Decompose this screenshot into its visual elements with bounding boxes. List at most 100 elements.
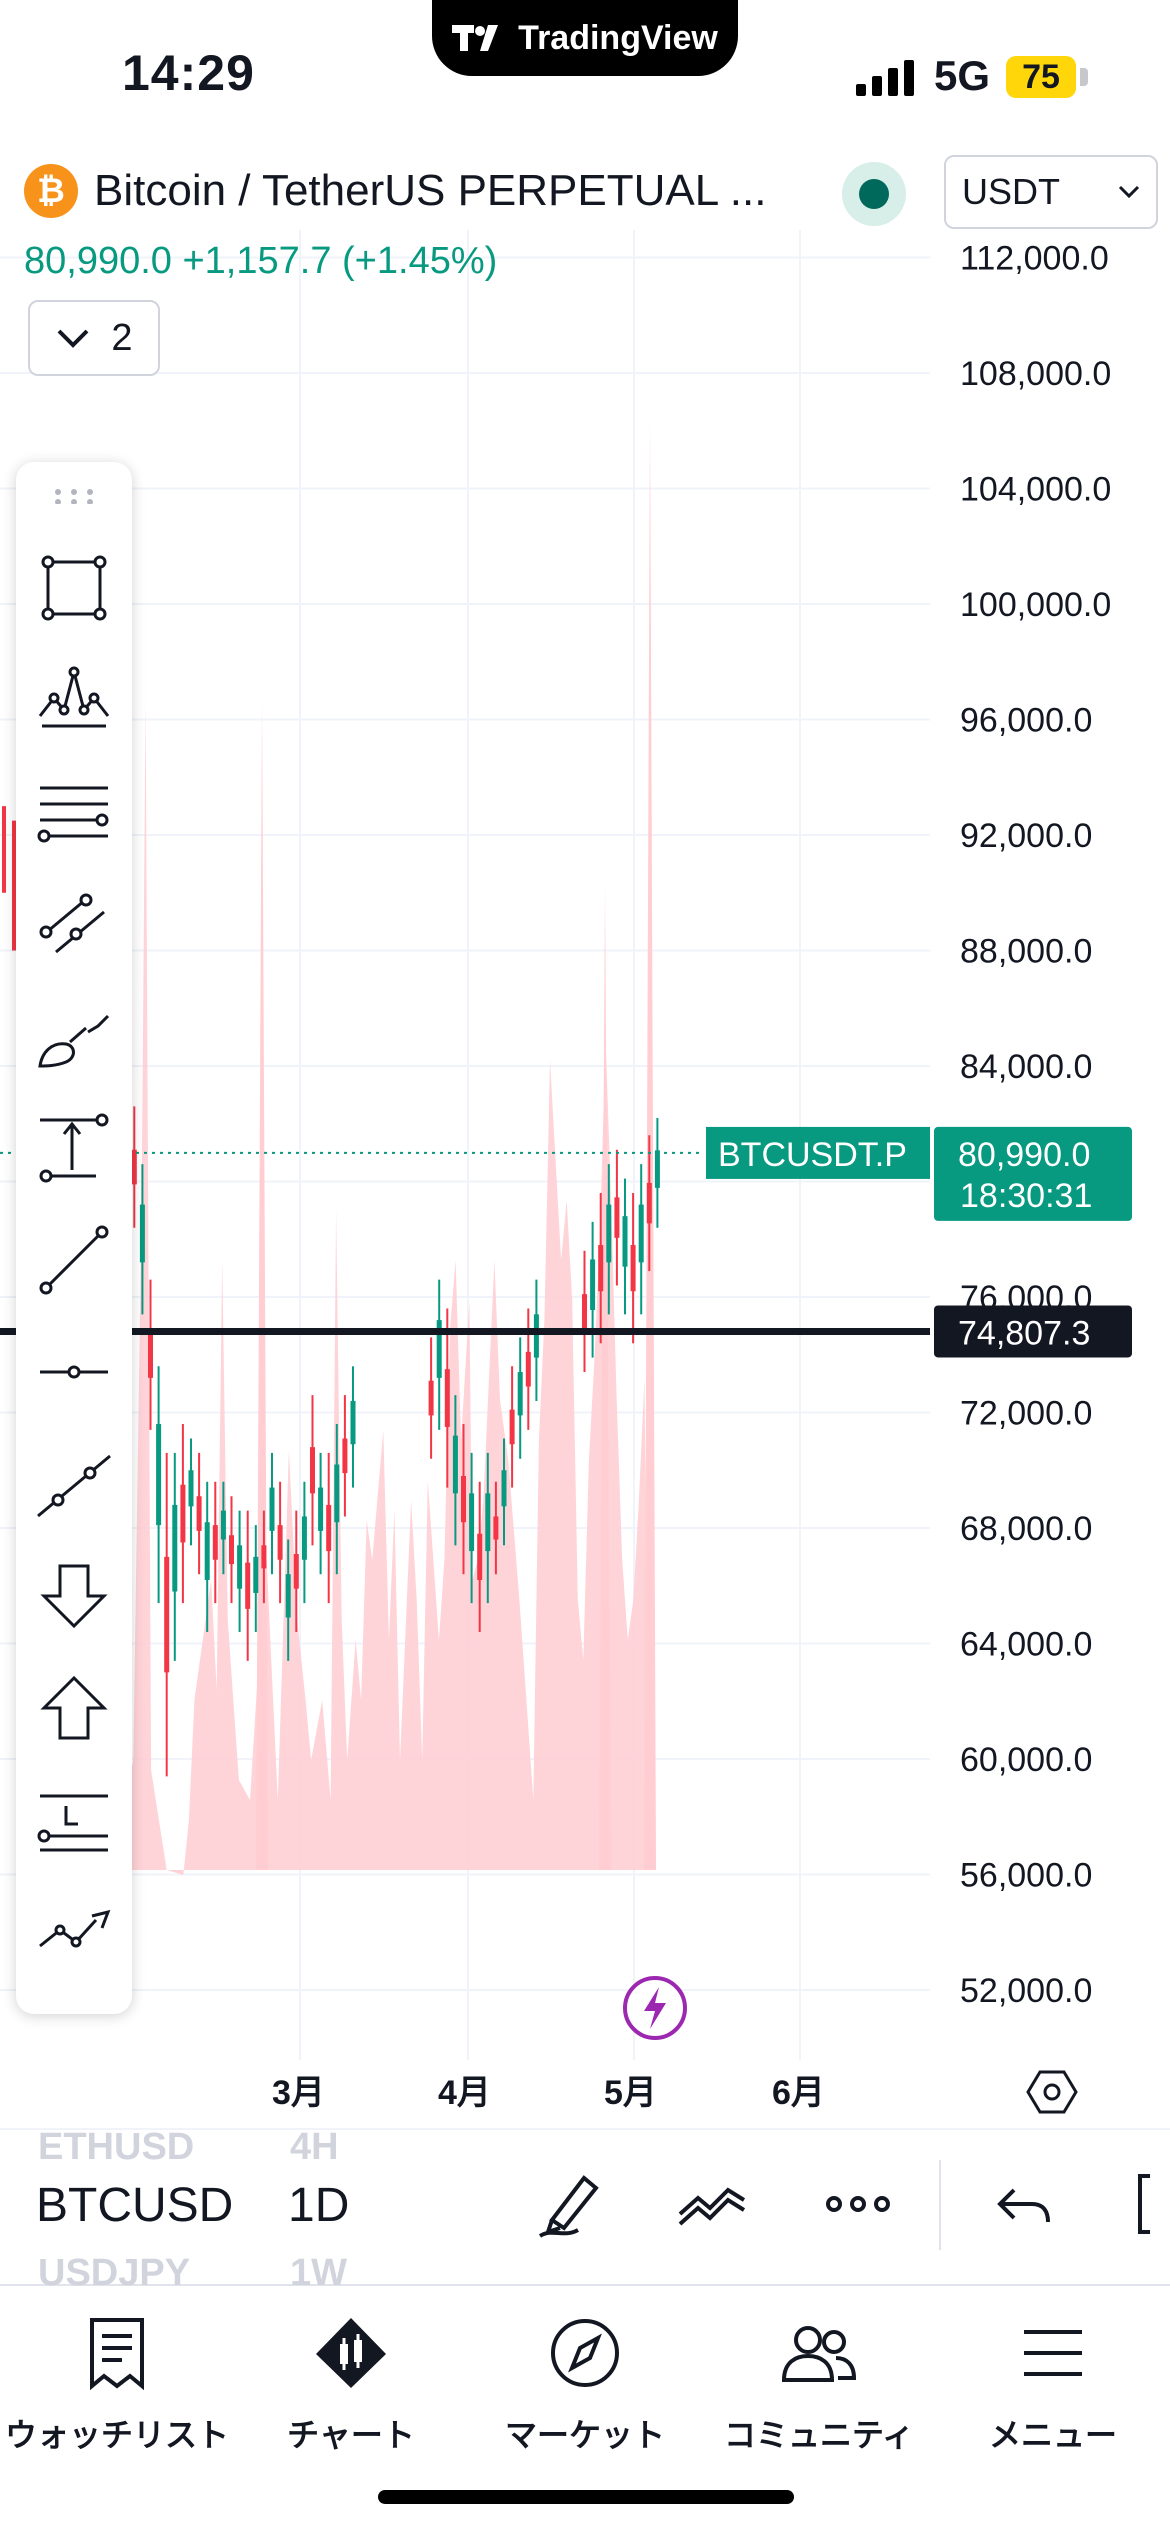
tab-label: メニュー (988, 2417, 1117, 2453)
symbol-header[interactable]: ₿ Bitcoin / TetherUS PERPETUAL ... (24, 160, 766, 222)
candle-body (188, 1470, 194, 1507)
candle-body (533, 1314, 539, 1358)
dynamic-island-tradingview: TradingView (432, 0, 738, 76)
interval-option-prev[interactable]: 4H (290, 2126, 339, 2168)
candle-body (493, 1516, 499, 1540)
y-tick-label: 64,000.0 (960, 1626, 1092, 1664)
path-icon (39, 1909, 111, 1948)
symbol-tag-label: BTCUSDT.P (718, 1136, 907, 1174)
x-tick-label: 5月 (604, 2074, 657, 2112)
y-tick-label: 112,000.0 (960, 240, 1109, 278)
symbol-tag (706, 1126, 930, 1179)
rectangle-tool[interactable] (34, 548, 114, 628)
indicators-toggle-button[interactable]: 2 (28, 300, 160, 376)
price-chart[interactable]: 112,000.0 108,000.0 104,000.0 100,000.0 96,0… (0, 230, 1170, 2060)
candle-body (614, 1197, 620, 1238)
candle-body (293, 1553, 299, 1589)
candle-body (598, 1245, 604, 1292)
candle-body (342, 1438, 348, 1474)
candle-body (638, 1204, 644, 1263)
symbol-option-prev[interactable]: ETHUSD (38, 2126, 195, 2168)
divider (0, 2128, 1170, 2130)
candle-body (318, 1487, 324, 1531)
tab-watchlist[interactable]: ウォッチリスト (0, 2314, 234, 2456)
horizontal-ray-tool[interactable] (34, 1332, 114, 1412)
network-type: 5G (934, 52, 991, 99)
drag-handle-icon[interactable] (54, 488, 94, 504)
candle-body (469, 1493, 475, 1552)
candle-body (582, 1294, 587, 1329)
y-tick-label: 72,000.0 (960, 1395, 1092, 1433)
fib-retracement-tool[interactable] (34, 772, 114, 852)
drawing-pen-icon[interactable] (534, 2168, 606, 2240)
chevron-down-icon (1118, 185, 1140, 199)
tab-label: ウォッチリスト (4, 2417, 229, 2453)
price-label-tool[interactable] (34, 1780, 114, 1860)
undo-icon[interactable] (990, 2168, 1062, 2240)
horizontal-ray-icon (40, 1365, 108, 1379)
y-tick-label: 92,000.0 (960, 817, 1092, 855)
candle-body (630, 1245, 636, 1292)
volume-spike (256, 700, 268, 1870)
candle-body (509, 1409, 515, 1445)
candle-body (485, 1493, 491, 1552)
trend-line-tool[interactable] (34, 1220, 114, 1300)
symbol-option-next[interactable]: USDJPY (38, 2252, 191, 2294)
x-tick-label: 4月 (438, 2074, 491, 2112)
tab-menu[interactable]: メニュー (936, 2314, 1170, 2456)
battery-level: 75 (1022, 57, 1060, 96)
candle-body (622, 1216, 628, 1267)
symbol-picker[interactable]: BTCUSD (36, 2179, 234, 2232)
measure-tool[interactable] (34, 1108, 114, 1188)
indicators-icon[interactable] (676, 2168, 748, 2240)
chart-settings-icon[interactable] (1026, 2066, 1078, 2118)
clock: 14:29 (122, 45, 255, 101)
path-tool[interactable] (34, 1892, 114, 1972)
chart-icon (316, 2318, 386, 2388)
chevron-down-icon (58, 329, 89, 348)
battery-icon: 75 (1006, 56, 1076, 98)
lightning-icon[interactable] (622, 1975, 688, 2041)
live-dot (859, 179, 889, 209)
candle-body (172, 1504, 178, 1592)
tab-chart[interactable]: チャート (234, 2314, 468, 2456)
fib-retracement-icon (37, 786, 109, 843)
candle-body (204, 1522, 210, 1580)
pattern-tool[interactable] (34, 660, 114, 740)
arrow-down-icon (40, 1564, 108, 1629)
y-tick-label: 60,000.0 (960, 1741, 1092, 1779)
currency-value: USDT (962, 171, 1060, 212)
candle-body (212, 1525, 218, 1560)
indicator-count: 2 (111, 316, 133, 359)
interval-option-next[interactable]: 1W (290, 2252, 347, 2294)
currency-select[interactable]: USDT (944, 155, 1158, 229)
candle-body (229, 1535, 234, 1565)
y-tick-label: 84,000.0 (960, 1048, 1092, 1086)
arrow-up-tool[interactable] (34, 1668, 114, 1748)
rectangle-icon (41, 555, 107, 621)
candle-body (477, 1533, 483, 1580)
candle-body (350, 1400, 356, 1445)
tab-market[interactable]: マーケット (468, 2314, 702, 2456)
arrow-up-icon (40, 1675, 108, 1740)
extended-line-tool[interactable] (34, 1444, 114, 1524)
candle-body (461, 1476, 466, 1523)
community-icon (781, 2326, 857, 2382)
tab-label: マーケット (504, 2417, 665, 2453)
candle-body (269, 1487, 275, 1531)
quote-line: 80,990.0 +1,157.7 (+1.45%) (24, 240, 497, 283)
extended-line-icon (37, 1454, 111, 1518)
candle-body (164, 1556, 170, 1673)
symbol-title[interactable]: Bitcoin / TetherUS PERPETUAL ... (94, 166, 767, 215)
brush-tool[interactable] (34, 996, 114, 1076)
parallel-channel-tool[interactable] (34, 884, 114, 964)
interval-picker[interactable]: 1D (288, 2179, 350, 2232)
market-status-icon[interactable] (842, 162, 906, 226)
arrow-down-tool[interactable] (34, 1556, 114, 1636)
fullscreen-icon[interactable] (1130, 2168, 1170, 2240)
status-bar: 14:29 TradingView 5G 75 (0, 0, 1170, 150)
more-icon[interactable] (822, 2168, 894, 2240)
y-tick-label: 100,000.0 (960, 586, 1111, 624)
candle-body (428, 1380, 434, 1416)
tab-community[interactable]: コミュニティ (702, 2314, 936, 2456)
